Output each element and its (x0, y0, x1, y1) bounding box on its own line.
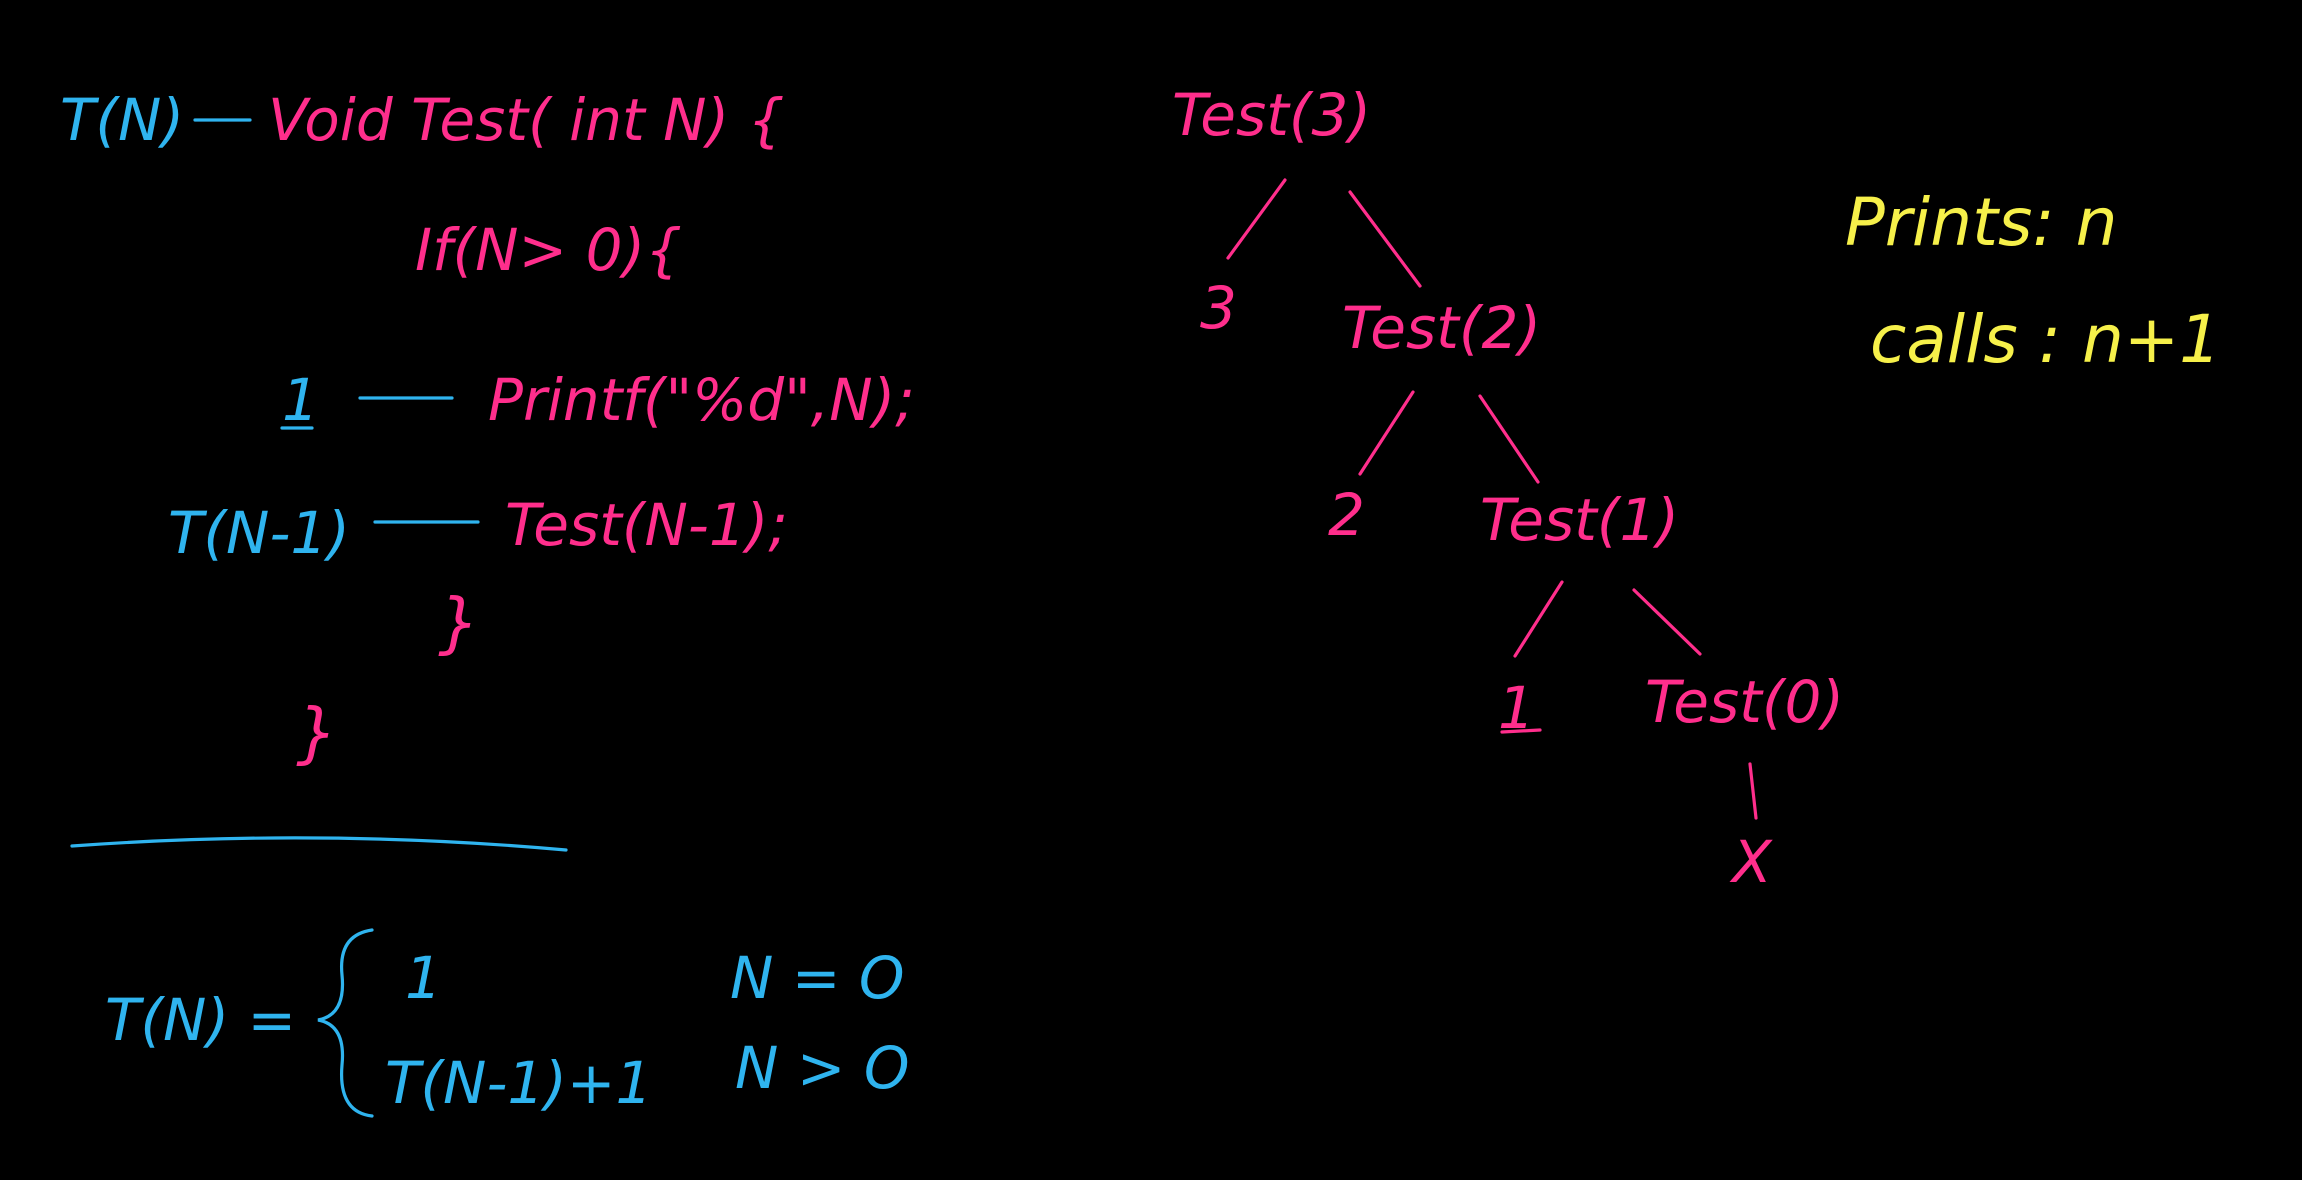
recurrence-lhs: T(N) = (105, 986, 296, 1054)
tree-leaf-x: X (1729, 828, 1773, 896)
calls-count: calls : n+1 (1870, 301, 2221, 378)
function-signature: Void Test( int N) { (268, 86, 785, 154)
call-cost: T(N-1) (168, 499, 350, 567)
tree-leaf-3: 3 (1200, 274, 1237, 342)
section-divider (70, 836, 568, 852)
tn-label: T(N) (60, 86, 184, 154)
if-statement: If(N> 0){ (415, 216, 682, 284)
case1-condition: N = O (730, 944, 905, 1012)
recursion-tree: Test(3) 3 Test(2) 2 Test(1) 1 Test(0) X (1172, 81, 1844, 896)
summary-notes: Prints: n calls : n+1 (1845, 184, 2221, 378)
outer-closing-brace: } (296, 694, 338, 771)
edge-test2-left (1358, 390, 1415, 476)
tree-node-test1: Test(1) (1480, 486, 1679, 554)
edge-test0-down (1748, 762, 1758, 820)
edge-test1-right (1632, 588, 1702, 656)
edge-test2-right (1478, 394, 1540, 484)
edge-test3-right (1348, 190, 1422, 288)
piecewise-brace (317, 928, 374, 1118)
inner-closing-brace: } (438, 584, 480, 661)
edge-test1-left (1513, 580, 1564, 658)
print-cost: 1 (282, 366, 319, 434)
prints-count: Prints: n (1845, 184, 2117, 261)
case1-value: 1 (405, 944, 442, 1012)
leaf1-underline (1500, 728, 1542, 734)
tree-node-test2: Test(2) (1342, 294, 1541, 362)
case2-condition: N > O (735, 1034, 910, 1102)
tree-leaf-2: 2 (1328, 481, 1365, 549)
tree-node-test0: Test(0) (1645, 668, 1844, 736)
code-block: T(N) Void Test( int N) { If(N> 0){ 1 Pri… (60, 86, 915, 771)
edge-test3-left (1226, 178, 1287, 260)
tree-node-test3: Test(3) (1172, 81, 1371, 149)
recursive-call: Test(N-1); (505, 491, 788, 559)
printf-statement: Printf("%d",N); (488, 366, 915, 434)
recurrence-relation: T(N) = 1 N = O T(N-1)+1 N > O (105, 928, 910, 1118)
case2-value: T(N-1)+1 (385, 1049, 652, 1117)
